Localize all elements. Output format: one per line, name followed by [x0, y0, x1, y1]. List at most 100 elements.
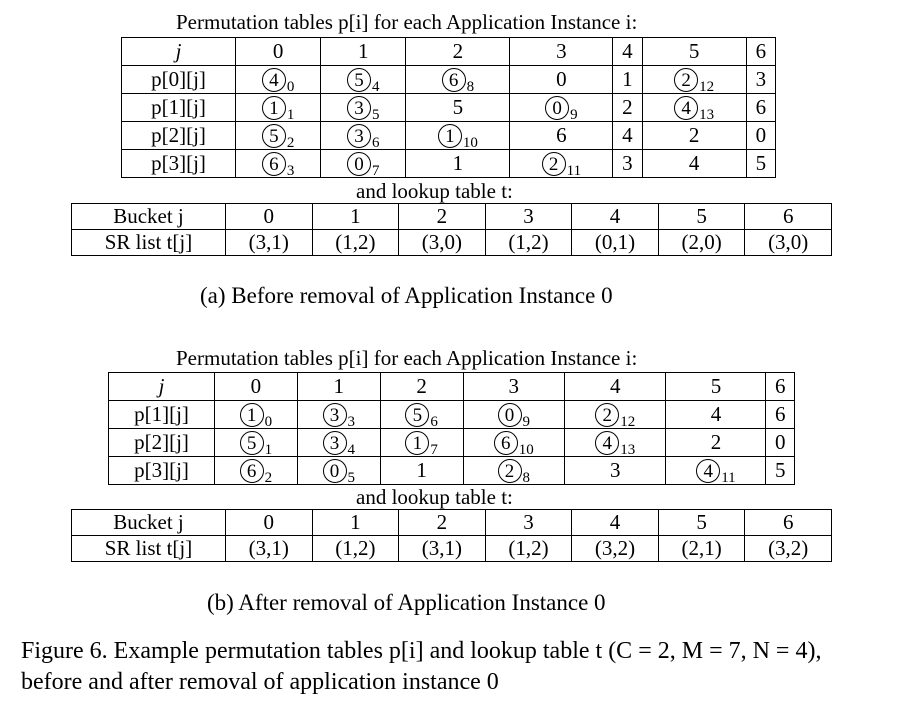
lookup-cell: (3,1)	[225, 229, 313, 256]
lookup-cell: 6	[744, 203, 832, 230]
lookup-cell: (2,0)	[657, 229, 746, 256]
selection-order-subscript: 7	[430, 441, 438, 458]
perm-row-label: p[2][j]	[121, 121, 236, 150]
perm-header-cell: 0	[214, 372, 298, 401]
perm-cell: 1	[405, 149, 511, 178]
cell-value: 4	[710, 402, 722, 426]
cell-value: 2	[710, 430, 722, 454]
circled-value: 1	[261, 95, 286, 120]
perm-cell: 1	[379, 456, 464, 485]
perm-header-j: j	[108, 372, 215, 401]
cell-value: 6	[774, 402, 786, 426]
lookup-cell: (3,0)	[744, 229, 832, 256]
perm-row: p[2][j] 5 1 3 4 1 7 6 10 4 13 2 0	[108, 428, 795, 458]
selection-order-subscript: 11	[721, 469, 736, 486]
lookup-table-b: Bucket j 0 1 2 3 4 5 6 SR list t[j] (3,1) (1,2) (3,…	[71, 509, 832, 562]
lookup-cell: 4	[571, 509, 659, 536]
perm-table-a: j 0 1 2 3 4 5 6 p[0][j] 4 0 5 4 6 8 0 1 2 12 3 p[1][j] 1 1 3 5 5 0…	[121, 37, 777, 179]
perm-row: p[1][j] 1 1 3 5 5 0 9 2 4 13 6	[121, 93, 777, 123]
selection-order-subscript: 1	[286, 106, 295, 123]
perm-cell: 2	[612, 93, 643, 122]
selection-order-subscript: 4	[347, 441, 356, 458]
lookup-cell: (1,2)	[484, 535, 573, 562]
lookup-cell: 2	[398, 203, 486, 230]
circled-value: 3	[322, 402, 347, 427]
perm-cell: 3	[745, 65, 777, 94]
selection-order-subscript: 5	[371, 106, 380, 123]
lookup-sr-row: SR list t[j] (3,1) (1,2) (3,0) (1,2) (0,1) (2,…	[71, 229, 832, 256]
lookup-cell: (1,2)	[311, 535, 400, 562]
perm-cell: 4 11	[665, 456, 767, 486]
subcaption-a: (a) Before removal of Application Instan…	[200, 283, 613, 308]
perm-header-cell: 4	[563, 372, 667, 401]
perm-cell: 4	[612, 121, 643, 150]
lookup-cell: 1	[311, 203, 400, 230]
perm-cell: 4 13	[641, 93, 747, 123]
perm-cell: 0	[765, 428, 795, 457]
lookup-cell: 1	[311, 509, 400, 536]
lookup-row-label: Bucket j	[71, 203, 226, 230]
circled-value: 4	[595, 430, 620, 455]
perm-cell: 0	[509, 65, 614, 94]
circled-value: 4	[674, 95, 699, 120]
perm-header-cell: 0	[234, 37, 322, 66]
lookup-cell: (2,1)	[657, 535, 746, 562]
perm-header-cell: 3	[462, 372, 566, 401]
perm-cell: 1	[612, 65, 643, 94]
perm-header-cell: 1	[320, 37, 407, 66]
perm-cell: 6	[765, 400, 795, 429]
cell-value: 4	[622, 123, 633, 147]
lookup-cell: (3,1)	[398, 535, 486, 562]
lookup-row-label: SR list t[j]	[71, 229, 226, 256]
cell-value: 5	[774, 458, 786, 482]
circled-value: 5	[239, 430, 264, 455]
lookup-cell: (3,2)	[571, 535, 659, 562]
circled-value: 6	[239, 458, 264, 483]
lookup-caption-a: and lookup table t:	[356, 179, 513, 203]
perm-cell: 6	[745, 93, 777, 122]
perm-row-label: p[1][j]	[108, 400, 215, 429]
circled-value: 3	[322, 430, 347, 455]
selection-order-subscript: 11	[566, 162, 582, 179]
cell-value: 0	[556, 67, 567, 91]
selection-order-subscript: 13	[699, 106, 715, 123]
circled-value: 1	[405, 430, 430, 455]
lookup-cell: 5	[657, 509, 746, 536]
selection-order-subscript: 1	[264, 441, 273, 458]
cell-value: 1	[416, 458, 427, 482]
perm-cell: 4	[665, 400, 767, 429]
selection-order-subscript: 9	[570, 106, 578, 123]
subcaption-b: (b) After removal of Application Instanc…	[207, 590, 606, 615]
selection-order-subscript: 5	[347, 469, 356, 486]
lookup-cell: (1,2)	[311, 229, 400, 256]
perm-cell: 4 13	[563, 428, 667, 458]
perm-cell: 2	[665, 428, 767, 457]
selection-order-subscript: 0	[286, 78, 295, 95]
circled-value: 2	[541, 151, 566, 176]
circled-value: 0	[322, 458, 347, 483]
perm-cell: 3	[612, 149, 643, 178]
cell-value: 5	[755, 151, 767, 175]
lookup-cell: 0	[225, 203, 313, 230]
perm-cell: 2 12	[641, 65, 747, 95]
lookup-cell: (1,2)	[484, 229, 573, 256]
perm-cell: 2	[641, 121, 747, 150]
perm-header-cell: 6	[745, 37, 777, 66]
lookup-row-label: SR list t[j]	[71, 535, 226, 562]
perm-cell: 5	[405, 93, 511, 122]
circled-value: 3	[346, 95, 371, 120]
perm-cell: 6 10	[462, 428, 566, 458]
circled-value: 3	[346, 123, 371, 148]
lookup-row-label: Bucket j	[71, 509, 226, 536]
selection-order-subscript: 10	[462, 134, 478, 151]
